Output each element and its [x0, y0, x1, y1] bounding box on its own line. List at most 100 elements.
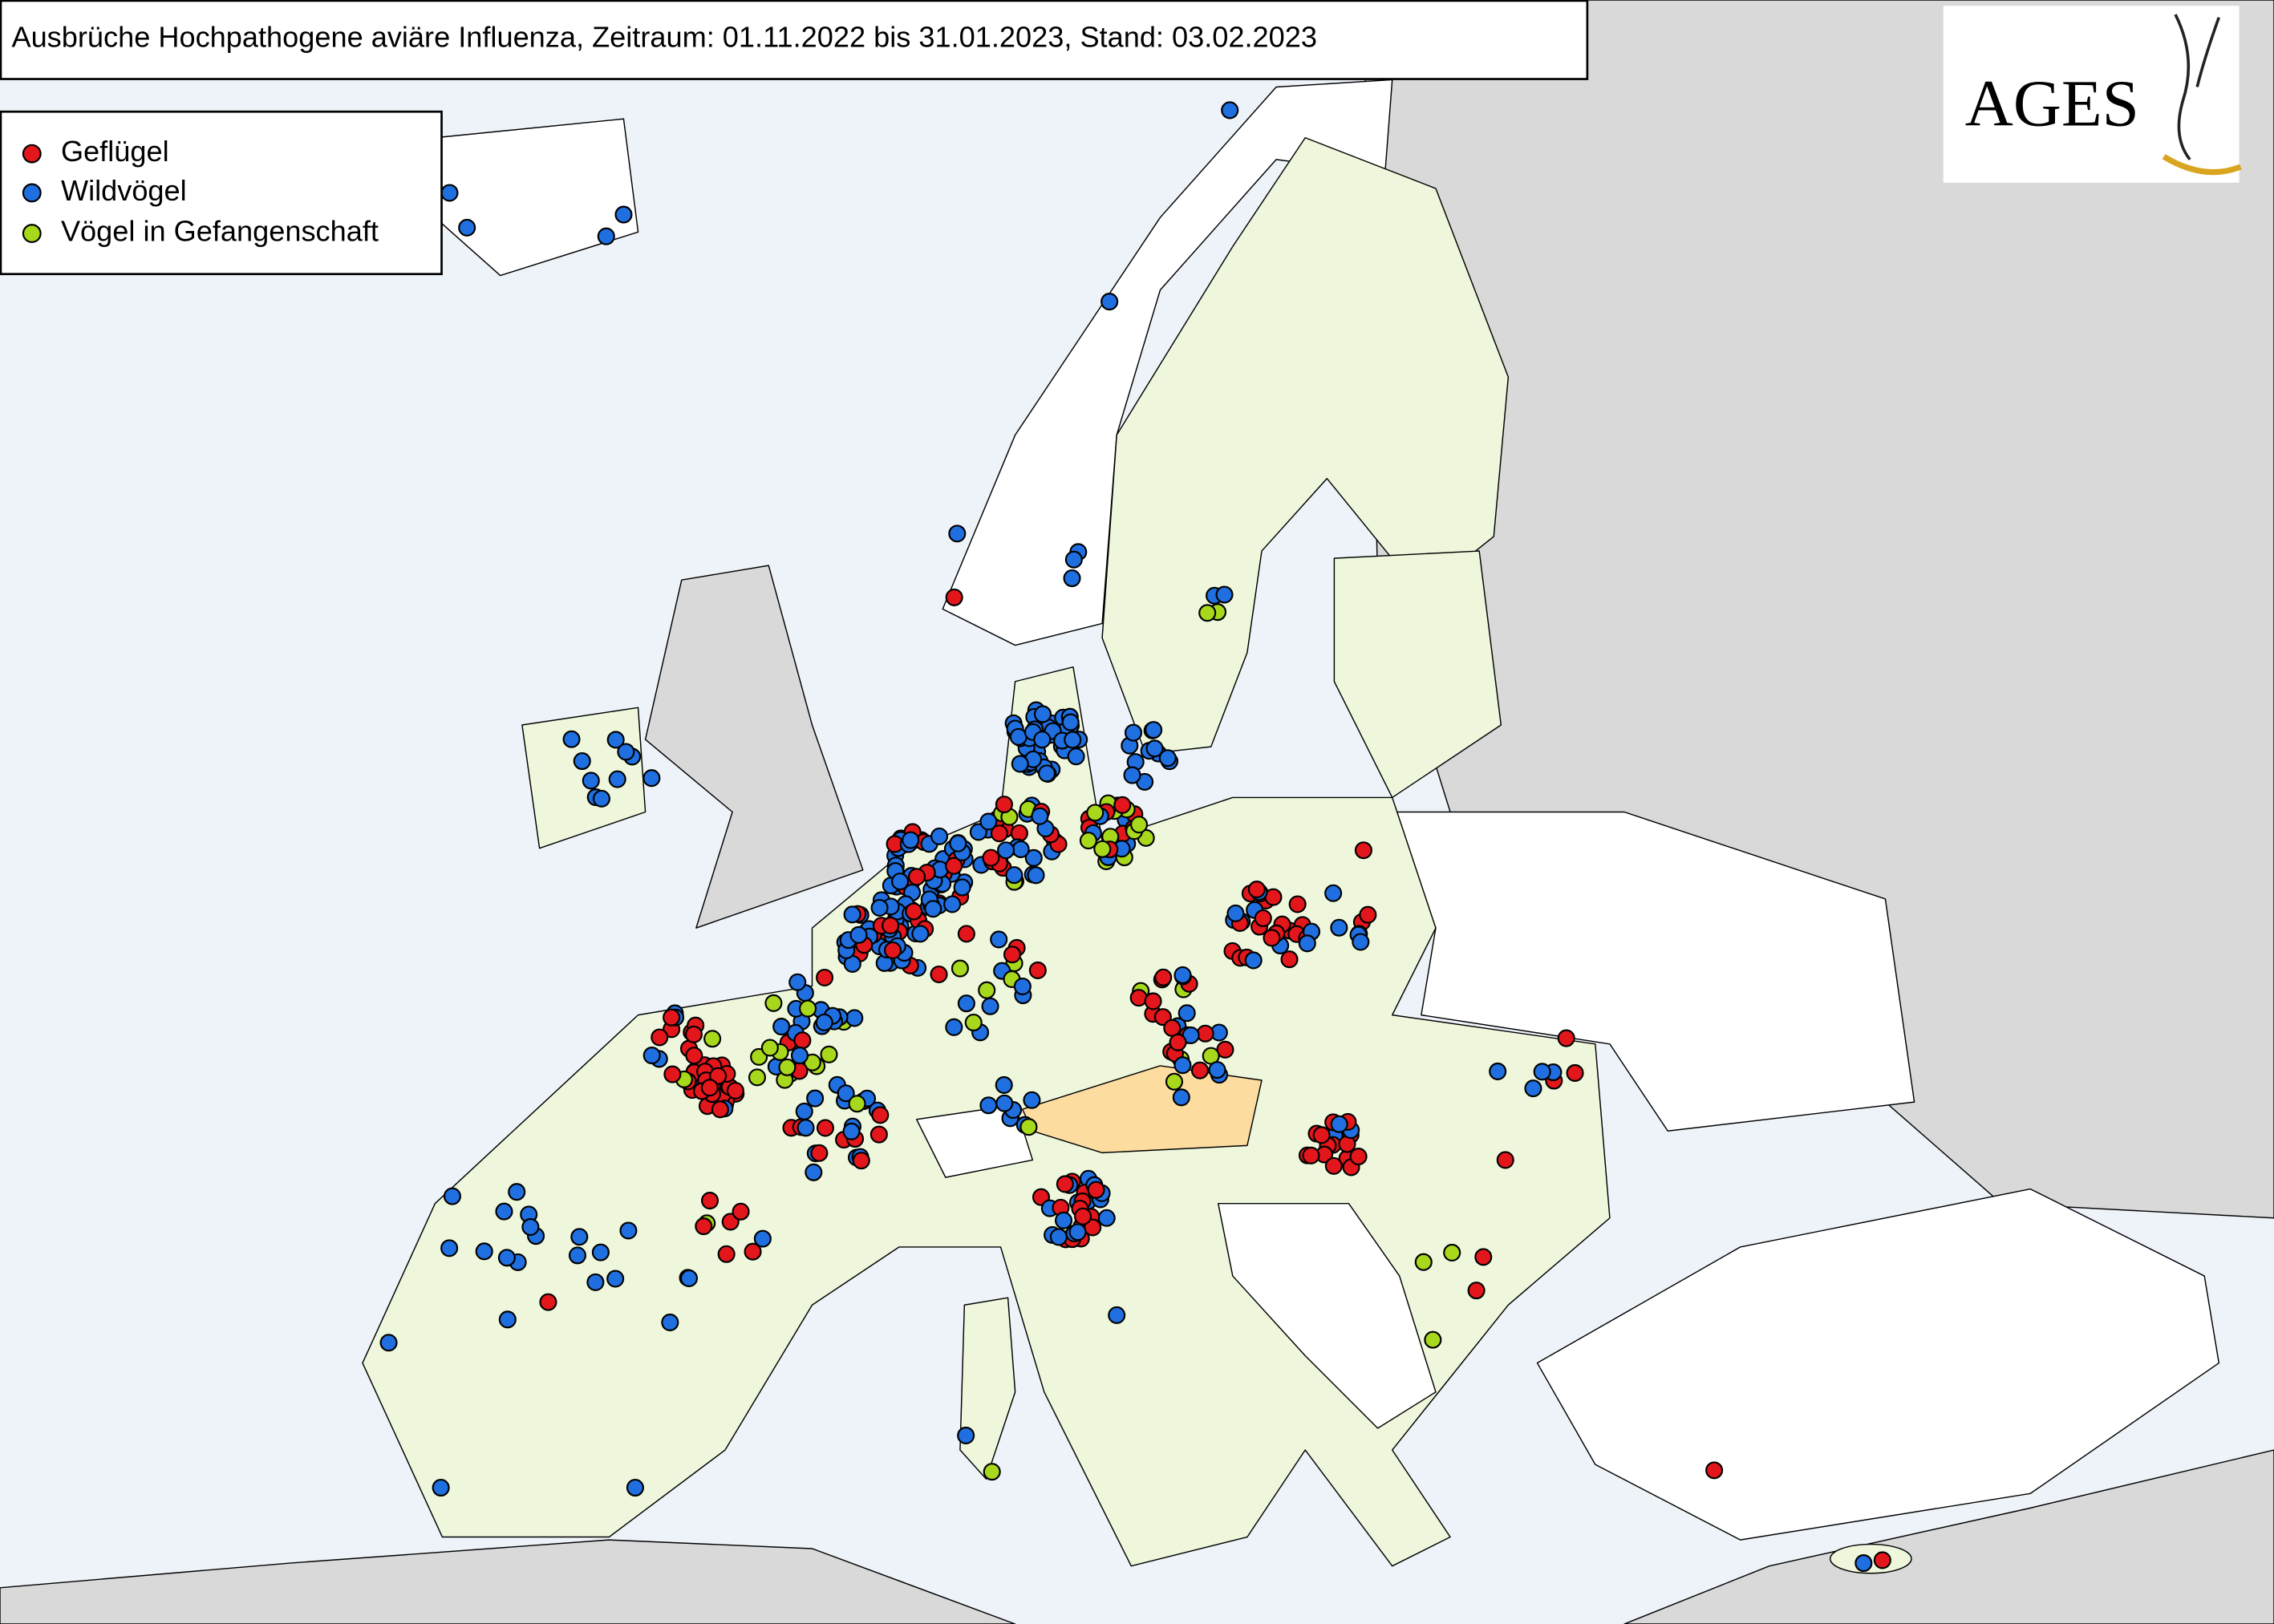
outbreak-dot: [979, 1096, 998, 1115]
title-box: Ausbrüche Hochpathogene aviäre Influenza…: [0, 0, 1589, 80]
logo-figure: [2174, 14, 2220, 161]
outbreak-dot: [953, 878, 971, 897]
outbreak-dot: [508, 1183, 526, 1201]
outbreak-dot: [797, 1119, 815, 1137]
outbreak-dot: [805, 1163, 823, 1181]
turkey: [1536, 1188, 2220, 1541]
outbreak-dot: [685, 1047, 703, 1065]
outbreak-dot: [957, 994, 975, 1013]
outbreak-dot: [1474, 1248, 1493, 1266]
outbreak-dot: [582, 772, 600, 790]
balkans: [1218, 1202, 1437, 1429]
title: Ausbrüche Hochpathogene aviäre Influenza…: [11, 20, 1317, 53]
outbreak-dot: [1145, 739, 1164, 758]
outbreak-dot: [1011, 755, 1029, 773]
outbreak-dot: [1101, 293, 1119, 311]
logo: AGES: [1943, 6, 2242, 183]
outbreak-dot: [905, 902, 923, 921]
outbreak-dot: [1489, 1062, 1507, 1080]
outbreak-dot: [1354, 841, 1372, 860]
outbreak-dot: [1108, 1306, 1126, 1324]
outbreak-dot: [995, 1075, 1013, 1094]
legend: Geflügel Wildvögel Vögel in Gefangenscha…: [0, 110, 443, 276]
outbreak-dot: [1033, 705, 1052, 723]
outbreak-dot: [810, 1144, 829, 1162]
outbreak-dot: [475, 1242, 493, 1261]
outbreak-dot: [753, 1229, 772, 1248]
outbreak-dot: [891, 873, 910, 891]
outbreak-dot: [1158, 749, 1177, 767]
outbreak-dot: [990, 824, 1008, 843]
outbreak-dot: [982, 848, 1000, 867]
outbreak-dot: [1524, 1079, 1542, 1098]
outbreak-dot: [1424, 1330, 1442, 1349]
outbreak-dot: [1129, 989, 1148, 1007]
outbreak-dot: [726, 1081, 744, 1100]
outbreak-dot: [1093, 840, 1112, 858]
outbreak-dot: [997, 841, 1015, 860]
outbreak-dot: [1414, 1253, 1433, 1271]
great-britain: [644, 565, 864, 929]
outbreaks: [379, 101, 1891, 1573]
outbreak-dot: [945, 588, 963, 606]
outbreak-dot: [1013, 977, 1032, 996]
outbreak-dot: [1003, 946, 1022, 964]
outbreak-dot: [911, 925, 930, 943]
outbreak-dot: [1566, 1063, 1584, 1082]
outbreak-dot: [717, 1245, 736, 1263]
outbreak-dot: [816, 1119, 834, 1137]
outbreak-dot: [852, 1152, 870, 1170]
outbreak-dot: [701, 1192, 719, 1210]
outbreak-dot: [744, 1242, 762, 1261]
outbreak-dot: [1009, 727, 1028, 746]
outbreak-dot: [1027, 866, 1045, 885]
outbreak-dot: [1443, 1243, 1461, 1262]
legend-label: Geflügel: [61, 135, 169, 168]
outbreak-dot: [871, 1106, 890, 1124]
outbreak-dot: [619, 1221, 638, 1240]
outbreak-dot: [882, 917, 900, 935]
outbreak-dot: [1705, 1461, 1724, 1480]
outbreak-dot: [663, 1065, 682, 1083]
baltics: [1333, 550, 1502, 799]
outbreak-dot: [793, 1031, 812, 1050]
outbreak-dot: [902, 831, 920, 849]
outbreak-dot: [695, 1217, 713, 1236]
outbreak-dot: [848, 1095, 866, 1113]
outbreak-dot: [679, 1269, 699, 1287]
outbreak-dot: [964, 1013, 983, 1032]
outbreak-dot: [764, 994, 783, 1012]
outbreak-dot: [869, 1125, 888, 1144]
outbreak-dot: [843, 905, 861, 924]
outbreak-dot: [1173, 1056, 1192, 1075]
outbreak-dot: [498, 1310, 517, 1329]
outbreak-dot: [432, 1479, 450, 1497]
outbreak-dot: [978, 981, 996, 999]
outbreak-dot: [990, 930, 1008, 949]
outbreak-dot: [1144, 992, 1162, 1010]
outbreak-dot: [458, 218, 476, 237]
outbreak-dot: [930, 965, 948, 984]
outbreak-dot: [1079, 832, 1097, 850]
outbreak-dot: [806, 1089, 825, 1108]
outbreak-dot: [1496, 1151, 1514, 1169]
outbreak-dot: [521, 1217, 540, 1236]
outbreak-dot: [608, 770, 626, 788]
outbreak-dot: [1298, 934, 1316, 953]
outbreak-dot: [440, 184, 459, 202]
outbreak-dot: [1196, 1024, 1214, 1043]
outbreak-dot: [1019, 1118, 1038, 1136]
outbreak-dot: [949, 834, 967, 852]
outbreak-dot: [1173, 966, 1192, 984]
outbreak-dot: [983, 1463, 1001, 1481]
outbreak-dot: [443, 1187, 461, 1205]
outbreak-dot: [1097, 1209, 1116, 1227]
outbreak-dot: [1049, 1228, 1068, 1246]
outbreak-dot: [539, 1293, 557, 1311]
outbreak-dot: [820, 1045, 838, 1063]
outbreak-dot: [951, 959, 969, 978]
outbreak-dot: [1359, 905, 1377, 924]
outbreak-dot: [586, 1273, 605, 1291]
outbreak-dot: [1054, 1211, 1073, 1229]
